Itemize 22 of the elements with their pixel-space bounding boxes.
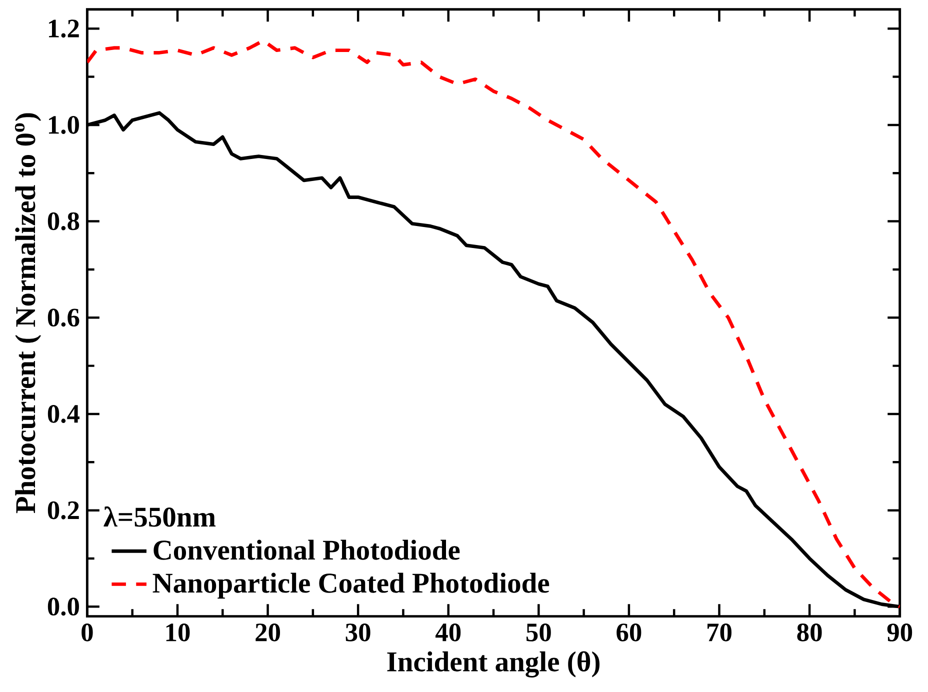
x-tick-label: 60 — [616, 623, 642, 642]
legend-label: Nanoparticle Coated Photodiode — [152, 572, 550, 598]
x-tick-label: 80 — [797, 623, 822, 642]
x-tick-label: 30 — [346, 623, 370, 642]
legend-title: λ=550nm — [104, 506, 216, 527]
y-axis-title: Photocurrent ( Normalized to 0$^{o}$) — [14, 113, 42, 513]
x-tick-label: 0 — [82, 623, 93, 642]
x-tick-label: 50 — [526, 623, 551, 642]
y-tick-label: 1.2 — [49, 19, 79, 38]
x-axis-title: Incident angle (θ) — [387, 651, 600, 678]
y-tick-label: 0.0 — [48, 597, 79, 616]
x-tick-label: 10 — [166, 623, 190, 642]
y-tick-label: 0.4 — [48, 404, 80, 423]
x-tick-label: 20 — [256, 623, 280, 642]
x-tick-label: 70 — [708, 623, 732, 642]
y-tick-label: 0.8 — [48, 212, 80, 230]
x-tick-label: 90 — [887, 623, 912, 642]
y-tick-label: 0.2 — [48, 501, 79, 520]
y-tick-label: 0.6 — [48, 308, 80, 326]
x-tick-label: 40 — [435, 623, 461, 642]
y-tick-label: 1.0 — [49, 116, 79, 134]
legend-label: Conventional Photodiode — [154, 540, 460, 560]
